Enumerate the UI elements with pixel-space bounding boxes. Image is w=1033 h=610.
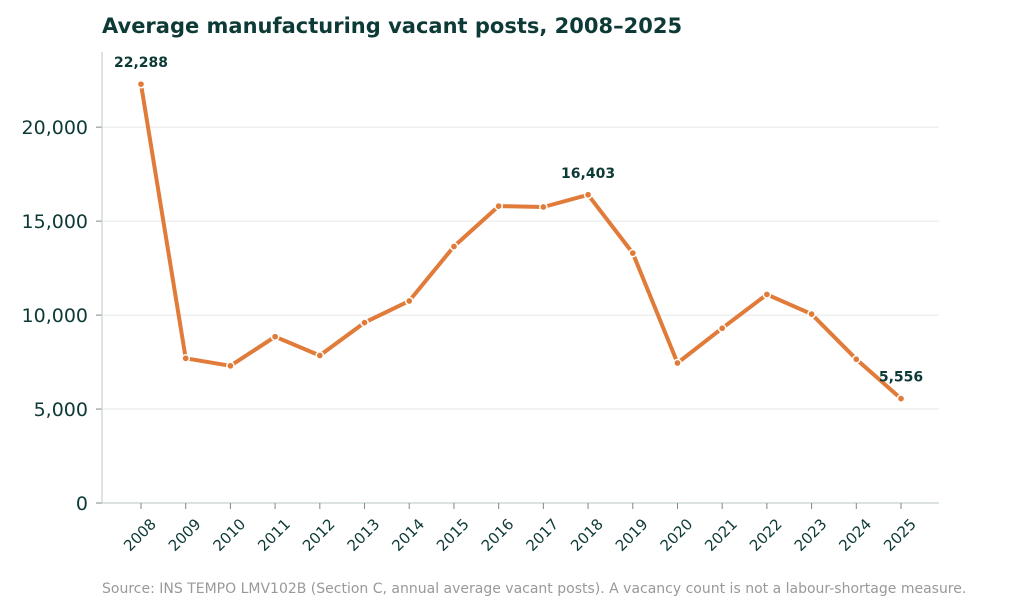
annotations: 22,288 16,403 5,556 [114,55,923,385]
x-tick-label: 2020 [657,515,697,555]
x-tick-label: 2009 [165,515,205,555]
x-tick-label: 2022 [746,515,786,555]
data-point-2009 [181,353,191,363]
data-point-2015 [449,242,459,251]
x-tick-label: 2008 [120,515,160,555]
y-tick-label: 15,000 [22,211,88,233]
x-tick-label: 2016 [478,515,518,555]
gridlines [102,126,939,410]
x-tick-label: 2025 [880,515,920,555]
x-tick-label: 2017 [522,515,562,555]
data-point-2010 [226,361,235,371]
data-point-2022 [762,290,772,299]
data-label-2025: 5,556 [879,370,923,386]
x-tick-label: 2018 [567,515,607,555]
x-tick-label: 2011 [254,515,294,555]
data-label-2018: 16,403 [561,166,615,182]
data-point-2013 [360,318,369,327]
data-point-2011 [270,332,280,342]
data-point-2020 [673,358,682,368]
y-tick-label: 10,000 [22,305,88,327]
data-point-2008 [136,79,146,89]
data-label-2008: 22,288 [114,55,168,71]
x-tick-label: 2010 [210,515,250,555]
x-tick-label: 2023 [791,515,831,555]
y-tick-label: 5,000 [34,399,88,421]
y-tick-label: 0 [76,493,88,515]
data-point-2019 [628,248,638,258]
series-line-path [139,82,903,401]
data-point-2018 [583,190,593,200]
series-line [139,82,903,401]
source-note: Source: INS TEMPO LMV102B (Section C, an… [102,581,966,597]
x-tick-label: 2013 [344,515,384,555]
x-tick-label: 2024 [835,515,875,555]
chart-title: Average manufacturing vacant posts, 2008… [102,14,682,38]
data-point-2023 [807,309,816,319]
data-point-2021 [717,323,727,333]
data-point-2025 [896,394,906,403]
data-point-2014 [404,296,414,306]
x-tick-label: 2012 [299,515,339,555]
x-tick-label: 2019 [612,515,652,555]
data-point-2017 [539,202,548,212]
data-point-2012 [315,351,325,360]
data-points [136,79,906,403]
data-point-2016 [494,201,503,211]
data-point-2024 [851,354,861,364]
x-tick-label: 2014 [388,515,428,555]
y-tick-label: 20,000 [22,117,88,139]
x-tick-label: 2021 [701,515,741,555]
x-tick-label: 2015 [433,515,473,555]
